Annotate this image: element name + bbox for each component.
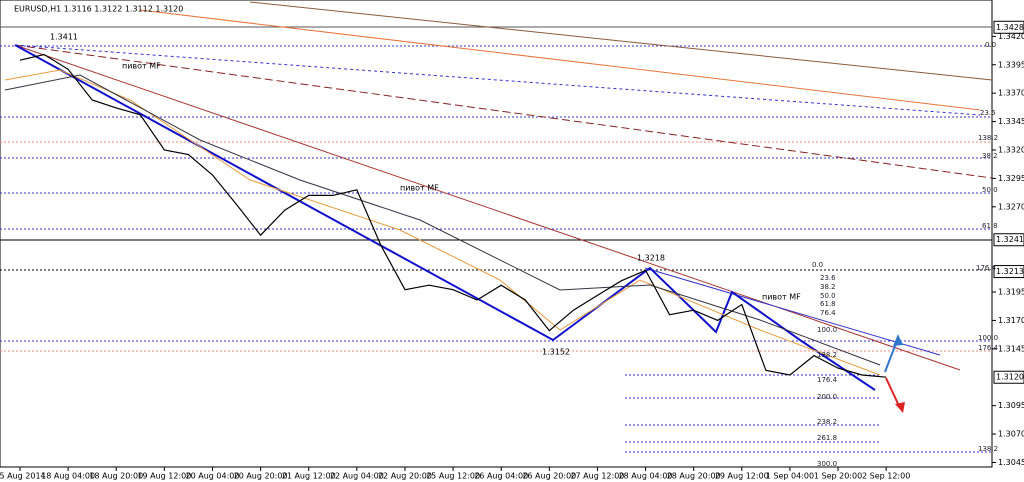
- y-tick-label: 1.3420: [998, 32, 1024, 41]
- x-tick-label: 22 Aug 04:00: [330, 472, 384, 481]
- fib-label: 138.2: [817, 351, 837, 359]
- y-tick-label: 1.3045: [998, 458, 1024, 467]
- fib-label: 38.2: [820, 283, 836, 291]
- price-box: [993, 233, 1024, 247]
- y-tick-label: 1.3395: [998, 60, 1024, 69]
- fib-label: 176.4: [976, 264, 997, 272]
- x-tick-label: 15 Aug 2014: [0, 472, 46, 481]
- x-tick-label: 18 Aug 04:00: [41, 472, 95, 481]
- y-tick-label: 1.3095: [998, 401, 1024, 410]
- x-tick-label: 28 Aug 04:00: [619, 472, 673, 481]
- price-box-label: 1.3428: [996, 23, 1024, 32]
- fib-label: 61.8: [820, 300, 836, 308]
- fib-label: 300.0: [817, 460, 837, 468]
- x-tick-label: 18 Aug 20:00: [89, 472, 143, 481]
- price-box-label: 1.3120: [996, 373, 1024, 382]
- fib-label: 138.2: [978, 134, 998, 142]
- y-tick-label: 1.3145: [998, 344, 1024, 353]
- x-tick-label: 22 Aug 20:00: [378, 472, 432, 481]
- annotation: пивот МF: [122, 62, 161, 71]
- annotation: 1.3411: [50, 33, 78, 42]
- fib-label: 200.0: [817, 393, 837, 401]
- x-tick-label: 26 Aug 20:00: [522, 472, 576, 481]
- price-box-label: 1.3213: [996, 267, 1024, 276]
- price-box: [993, 265, 1024, 279]
- x-tick-label: 29 Aug 12:00: [715, 472, 769, 481]
- y-tick-label: 1.3345: [998, 117, 1024, 126]
- plot-frame: [0, 0, 993, 468]
- chart-title: EURUSD,H1 1.3116 1.3122 1.3112 1.3120: [14, 5, 183, 14]
- y-tick-label: 1.3370: [998, 89, 1024, 98]
- x-tick-label: 2 Sep 12:00: [862, 472, 910, 481]
- x-tick-label: 21 Aug 12:00: [282, 472, 336, 481]
- x-tick-label: 28 Aug 20:00: [667, 472, 721, 481]
- price-line: [19, 53, 887, 378]
- fib-label: 50.0: [820, 292, 836, 300]
- x-tick-label: 20 Aug 20:00: [234, 472, 288, 481]
- annotation: пивот МF: [762, 293, 801, 302]
- x-tick-label: 27 Aug 12:00: [570, 472, 624, 481]
- fib-label: 50.0: [982, 186, 998, 194]
- fib-label: 261.8: [817, 434, 837, 442]
- y-tick-label: 1.3270: [998, 202, 1024, 211]
- x-tick-label: 1 Sep 04:00: [766, 472, 814, 481]
- annotation: 1.3152: [542, 348, 570, 357]
- fib-label: 176.4: [817, 376, 838, 384]
- y-tick-label: 1.3195: [998, 288, 1024, 297]
- fib-label: 76.4: [820, 309, 836, 317]
- fib-label: 23.6: [980, 109, 996, 117]
- fib-label: 0.0: [985, 41, 996, 49]
- fib-label: 0.0: [812, 261, 823, 269]
- x-tick-label: 19 Aug 12:00: [137, 472, 191, 481]
- x-tick-label: 25 Aug 12:00: [426, 472, 480, 481]
- fib-label: 100.0: [978, 334, 998, 342]
- fib-label: 100.0: [817, 326, 837, 334]
- fib-label: 38.2: [982, 152, 998, 160]
- y-tick-label: 1.3170: [998, 316, 1024, 325]
- price-box: [993, 370, 1024, 384]
- fib-label: 176.4: [978, 344, 999, 352]
- x-tick-label: 20 Aug 04:00: [186, 472, 240, 481]
- fib-label: 238.2: [817, 418, 837, 426]
- y-tick-label: 1.3320: [998, 145, 1024, 154]
- fib-label: 138.2: [978, 445, 998, 453]
- fib-label: 61.8: [982, 222, 998, 230]
- y-tick-label: 1.3295: [998, 174, 1024, 183]
- fib-label: 23.6: [820, 274, 836, 282]
- price-box-label: 1.3241: [996, 235, 1024, 244]
- x-tick-label: 1 Sep 20:00: [814, 472, 862, 481]
- price-box: [993, 20, 1024, 34]
- x-tick-label: 26 Aug 04:00: [474, 472, 528, 481]
- y-tick-label: 1.3070: [998, 430, 1024, 439]
- annotation: пивот МF: [400, 184, 439, 193]
- levels: [0, 1, 993, 453]
- annotation: 1.3218: [637, 254, 665, 263]
